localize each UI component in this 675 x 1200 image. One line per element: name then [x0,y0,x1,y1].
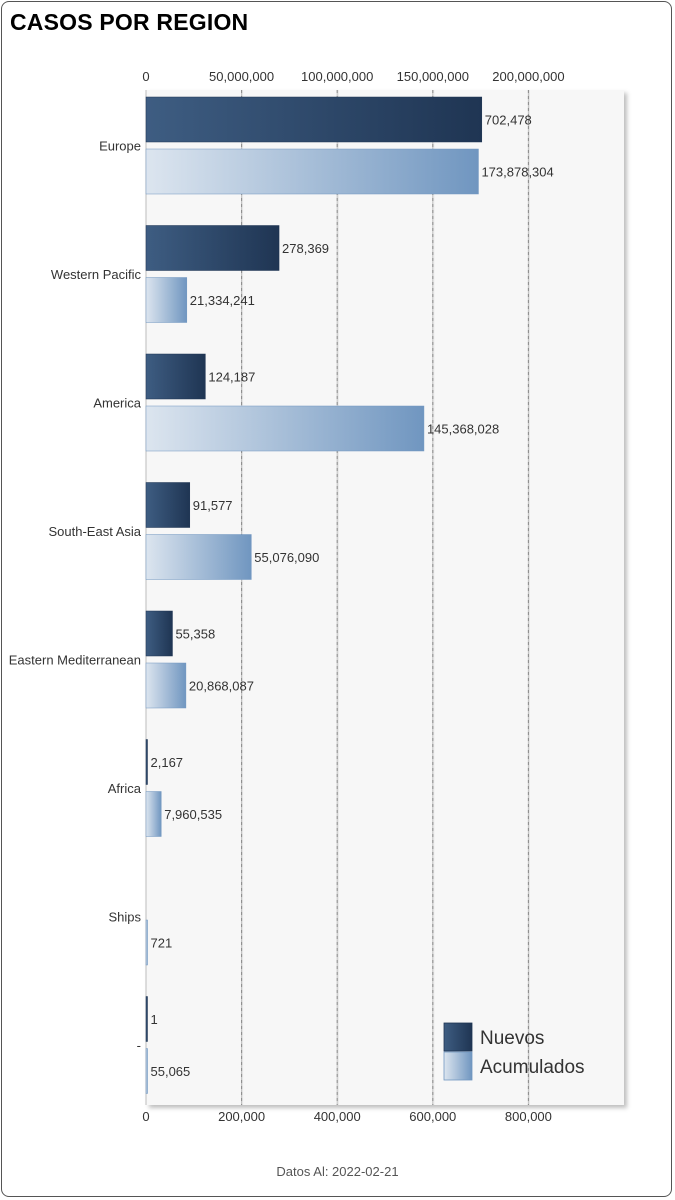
category-label: Western Pacific [51,267,142,282]
legend-label-nuevos: Nuevos [480,1028,544,1049]
bar-acumulados [145,791,162,837]
top-axis-tick-label: 100,000,000 [301,69,373,84]
bar-acumulados [145,148,479,195]
category-label: Europe [99,139,141,154]
bar-nuevos [145,996,148,1042]
category-label: Africa [108,781,142,796]
category-label: South-East Asia [49,524,142,539]
category-label: Ships [108,910,141,925]
bar-acumulados [145,277,188,323]
legend-swatch-nuevos [443,1022,473,1052]
bar-nuevos [145,739,148,785]
bottom-axis-tick-label: 400,000 [314,1109,361,1124]
bottom-axis-tick-label: 800,000 [505,1109,552,1124]
top-axis-tick-label: 200,000,000 [492,69,564,84]
data-label-acumulados: 173,878,304 [481,165,553,180]
data-label-nuevos: 278,369 [282,241,329,256]
category-label: America [93,396,141,411]
bottom-axis-tick-label: 200,000 [218,1109,265,1124]
bar-acumulados [145,1048,148,1094]
data-label-acumulados: 55,065 [151,1064,191,1079]
data-label-nuevos: 1 [151,1012,158,1027]
data-label-acumulados: 21,334,241 [190,293,255,308]
data-label-acumulados: 7,960,535 [164,807,222,822]
bar-acumulados [145,919,148,966]
bar-nuevos [145,225,280,271]
bar-nuevos [145,610,173,657]
top-axis-tick-label: 50,000,000 [209,69,274,84]
bar-nuevos [145,482,191,528]
bar-acumulados [145,662,187,709]
legend-swatch-acumulados [443,1051,473,1081]
top-axis-tick-label: 0 [142,69,149,84]
data-label-acumulados: 721 [151,936,173,951]
bottom-axis-tick-label: 600,000 [409,1109,456,1124]
data-label-nuevos: 124,187 [208,370,255,385]
data-label-acumulados: 20,868,087 [189,679,254,694]
bar-acumulados [145,405,425,452]
data-label-acumulados: 55,076,090 [254,550,319,565]
data-label-acumulados: 145,368,028 [427,422,499,437]
data-label-nuevos: 702,478 [485,113,532,128]
data-label-nuevos: 91,577 [193,498,233,513]
data-label-nuevos: 2,167 [151,755,184,770]
top-axis-tick-label: 150,000,000 [397,69,469,84]
category-label: Eastern Mediterranean [9,653,141,668]
data-label-nuevos: 55,358 [175,627,215,642]
chart-title: CASOS POR REGION [10,9,249,35]
bar-nuevos [145,353,206,400]
category-label: - [137,1038,141,1053]
bar-acumulados [145,534,252,580]
bottom-axis-tick-label: 0 [142,1109,149,1124]
footer-date: Datos Al: 2022-02-21 [276,1164,399,1179]
bar-nuevos [145,96,483,143]
legend-label-acumulados: Acumulados [480,1057,585,1078]
